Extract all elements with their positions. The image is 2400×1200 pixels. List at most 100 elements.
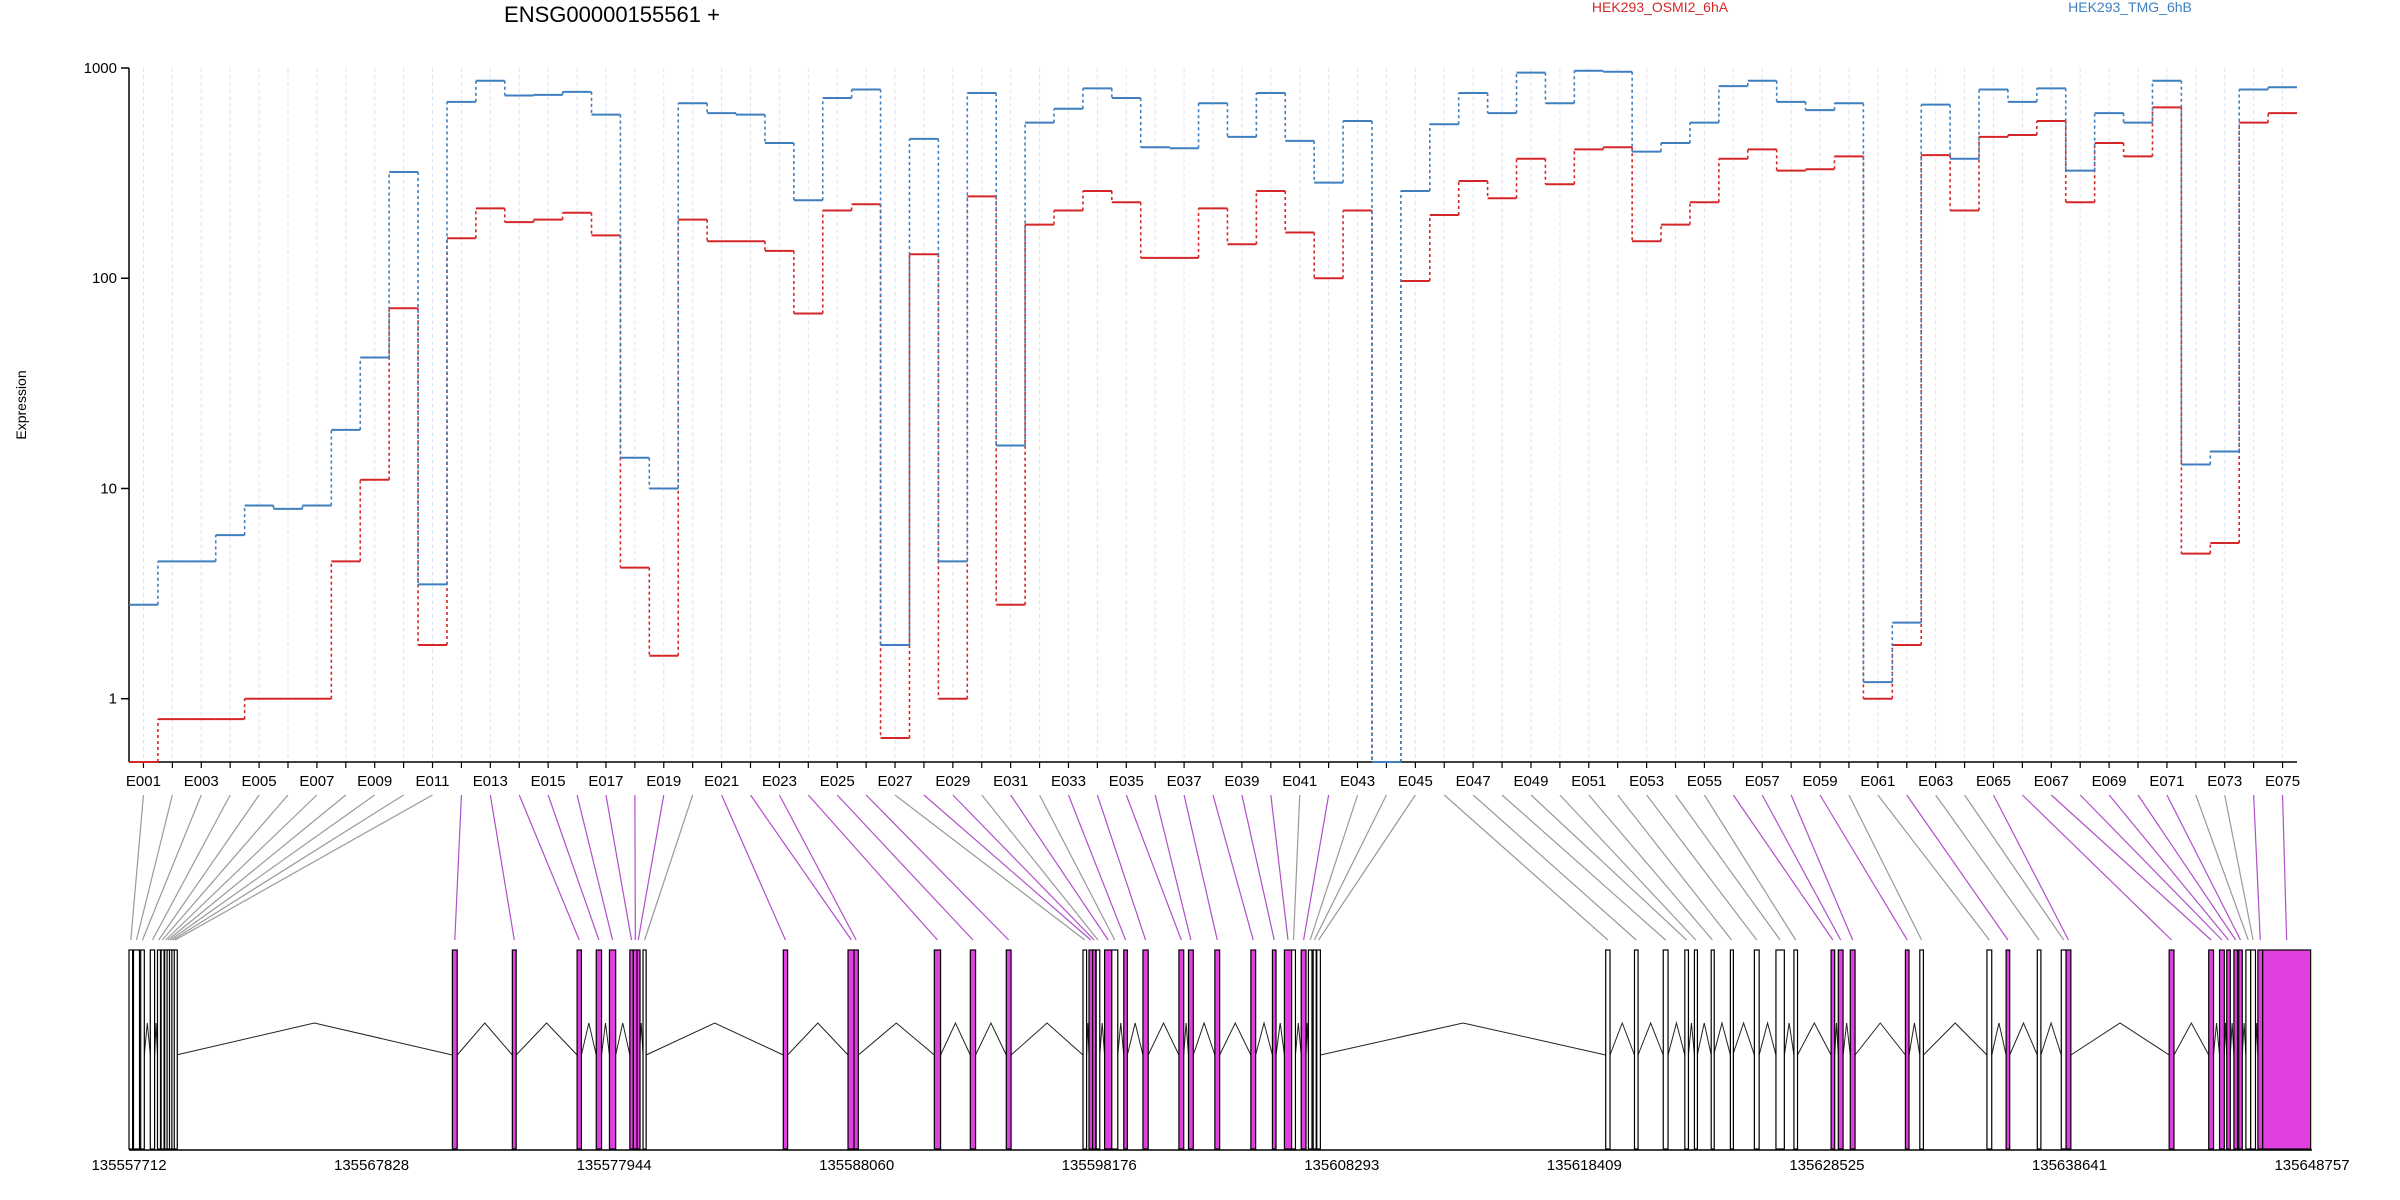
vertical-gridlines bbox=[142, 68, 2284, 762]
exon-box bbox=[629, 949, 634, 1150]
exon-box bbox=[2262, 949, 2312, 1150]
exon-box bbox=[1142, 949, 1149, 1150]
exon-connector bbox=[1183, 794, 1218, 941]
intron-line bbox=[1687, 1022, 1695, 1056]
intron-line bbox=[1609, 1021, 1635, 1056]
coord-tick-label: 135608293 bbox=[1304, 1157, 1379, 1174]
exon-connector bbox=[1270, 794, 1289, 941]
x-tick-label: E043 bbox=[1340, 773, 1375, 790]
exon-connector bbox=[721, 794, 786, 941]
coord-tick-label: 135628525 bbox=[1789, 1157, 1864, 1174]
exon-box bbox=[1837, 949, 1844, 1150]
exon-box bbox=[1103, 949, 1113, 1150]
x-tick-label: E019 bbox=[646, 773, 681, 790]
exon-connector bbox=[1646, 794, 1758, 941]
x-tick-label: E029 bbox=[935, 773, 970, 790]
x-tick-label: E035 bbox=[1109, 773, 1144, 790]
x-tick-label: E051 bbox=[1571, 773, 1606, 790]
exon-connector bbox=[1241, 794, 1275, 941]
x-tick-label: E069 bbox=[2092, 773, 2127, 790]
coord-tick-label: 135577944 bbox=[577, 1157, 652, 1174]
x-tick-label: E063 bbox=[1918, 773, 1953, 790]
intron-line bbox=[940, 1021, 971, 1056]
x-tick-label: E009 bbox=[357, 773, 392, 790]
intron-line bbox=[1117, 1022, 1125, 1056]
intron-line bbox=[580, 1022, 597, 1056]
exon-box bbox=[140, 949, 145, 1150]
exon-box bbox=[2226, 949, 2231, 1150]
exon-connector bbox=[547, 794, 600, 941]
exon-connector bbox=[2050, 794, 2212, 941]
exon-connector bbox=[2108, 794, 2229, 941]
exon-box bbox=[1307, 949, 1313, 1150]
exon-box bbox=[1091, 949, 1097, 1150]
intron-line bbox=[2009, 1021, 2038, 1056]
chart-title: ENSG00000155561 + bbox=[504, 2, 720, 27]
x-tick-label: E045 bbox=[1398, 773, 1433, 790]
intron-line bbox=[1732, 1021, 1755, 1056]
exon-box bbox=[595, 949, 603, 1150]
exon-box bbox=[933, 949, 942, 1150]
intron-line bbox=[645, 1022, 784, 1056]
exon-connector bbox=[1309, 794, 1359, 941]
exon-connector bbox=[1313, 794, 1387, 941]
exon-box bbox=[1919, 949, 1925, 1150]
intron-line bbox=[858, 1022, 935, 1056]
exon-box bbox=[636, 949, 641, 1150]
exon-connector bbox=[1096, 794, 1147, 941]
exon-connector bbox=[894, 794, 1086, 941]
exon-box bbox=[2250, 949, 2257, 1150]
x-tick-label: E021 bbox=[704, 773, 739, 790]
exon-box bbox=[1710, 949, 1715, 1150]
intron-line bbox=[143, 1022, 151, 1056]
exon-box bbox=[1123, 949, 1128, 1150]
exon-box bbox=[128, 949, 134, 1150]
exon-connector bbox=[161, 794, 289, 941]
x-tick-label: E073 bbox=[2207, 773, 2242, 790]
exon-connector bbox=[952, 794, 1095, 941]
intron-line bbox=[2173, 1021, 2210, 1056]
exon-box bbox=[1312, 949, 1317, 1150]
exon-connector bbox=[158, 794, 260, 941]
legend-series-a: HEK293_OSMI2_6hA bbox=[1592, 0, 1729, 15]
x-tick-label: E013 bbox=[473, 773, 508, 790]
exon-connector bbox=[1588, 794, 1713, 941]
x-tick-label: E015 bbox=[531, 773, 566, 790]
series bbox=[129, 106, 2297, 763]
exon-box bbox=[149, 949, 156, 1150]
intron-line bbox=[1099, 1022, 1106, 1056]
y-tick-label: 10 bbox=[100, 480, 117, 497]
exon-connector bbox=[1877, 794, 1990, 941]
exon-connector bbox=[1906, 794, 2009, 941]
exon-connector bbox=[1935, 794, 2040, 941]
exon-connector bbox=[644, 794, 694, 941]
exon-connector bbox=[1039, 794, 1116, 941]
intron-line bbox=[1637, 1021, 1664, 1056]
x-tick-label: E053 bbox=[1629, 773, 1664, 790]
exon-box bbox=[1187, 949, 1194, 1150]
exon-connector bbox=[1303, 794, 1330, 941]
exon-connector bbox=[1010, 794, 1109, 941]
exon-connector bbox=[637, 794, 665, 941]
exon-box bbox=[782, 949, 789, 1150]
exon-connector bbox=[2079, 794, 2223, 941]
coord-tick-label: 135567828 bbox=[334, 1157, 409, 1174]
x-tick-label: E055 bbox=[1687, 773, 1722, 790]
exon-connector bbox=[2166, 794, 2242, 941]
intron-line bbox=[2040, 1021, 2062, 1056]
coord-tick-label: 135648757 bbox=[2274, 1157, 2349, 1174]
intron-line bbox=[1126, 1022, 1144, 1056]
exon-connector bbox=[923, 794, 1092, 941]
exon-box bbox=[2168, 949, 2175, 1150]
exon-connector bbox=[778, 794, 857, 941]
intron-line bbox=[1783, 1022, 1795, 1056]
exon-connector bbox=[174, 794, 433, 941]
exon-box bbox=[1214, 949, 1221, 1150]
exon-box bbox=[1291, 949, 1297, 1150]
intron-line bbox=[1192, 1021, 1216, 1056]
exon-box bbox=[642, 949, 647, 1150]
intron-line bbox=[1797, 1021, 1832, 1056]
intron-line bbox=[1294, 1022, 1302, 1056]
legend-series-b: HEK293_TMG_6hB bbox=[2068, 0, 2192, 15]
exon-box bbox=[511, 949, 517, 1150]
